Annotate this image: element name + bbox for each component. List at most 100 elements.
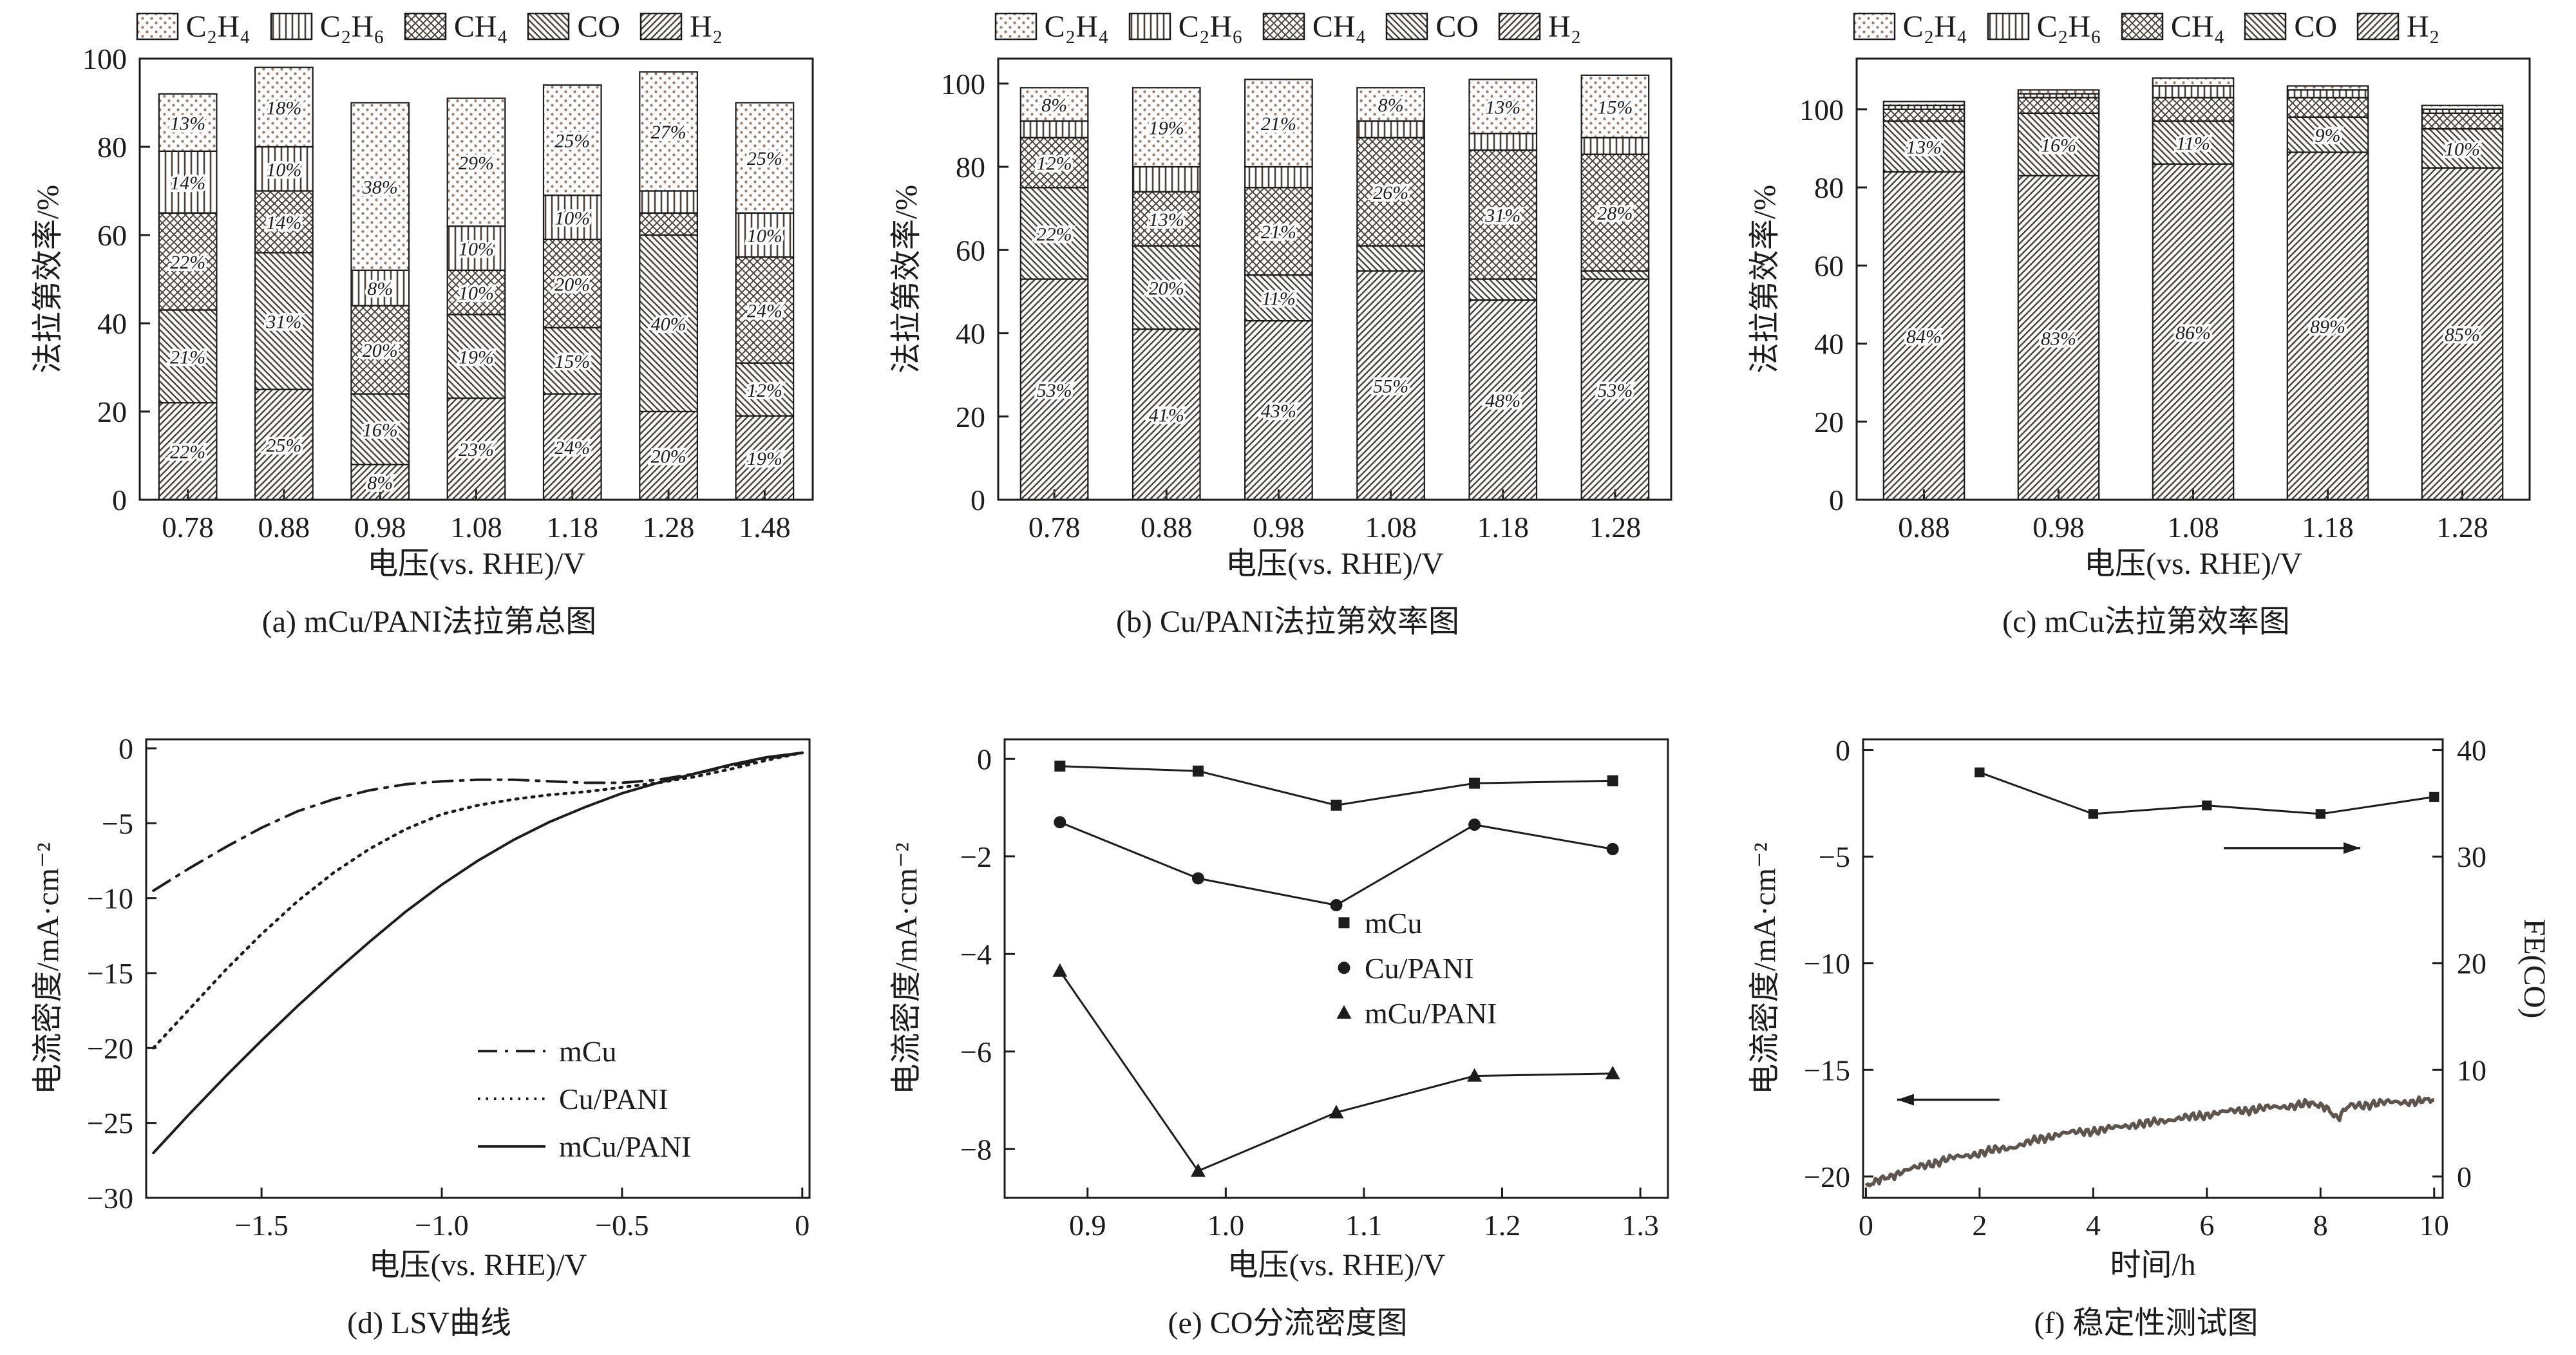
- svg-text:−10: −10: [1804, 947, 1850, 980]
- svg-text:8%: 8%: [1041, 95, 1067, 116]
- bar-segment-CH4: [1019, 137, 1088, 189]
- svg-text:41%: 41%: [1148, 405, 1184, 426]
- svg-text:20: 20: [2457, 947, 2486, 980]
- bar-segment-CO: [2152, 120, 2234, 165]
- bar-segment-H2: [1468, 299, 1537, 501]
- legend-item-H2: H₂: [2356, 9, 2439, 44]
- bar-segment-CO: [1468, 278, 1537, 301]
- panel-a: C₂H₄ C₂H₆ CH₄ CO H₂ 0 20 40 60 80 100 0.78 0.88 0.98…: [0, 0, 858, 678]
- svg-text:−1.5: −1.5: [234, 1209, 288, 1242]
- bar-series-CH4: 22% 14% 20% 10% 20% 24%: [158, 190, 794, 395]
- bar-segment-C2H4: [158, 93, 218, 152]
- svg-text:100: 100: [941, 68, 985, 100]
- bar-segment-C2H4: [1356, 87, 1425, 122]
- svg-text:0: 0: [1829, 484, 1844, 516]
- svg-text:0.88: 0.88: [258, 511, 310, 544]
- bar-segment-H2: [1882, 171, 1965, 501]
- bar-segment-CO: [1019, 187, 1088, 280]
- plot-frame: [997, 57, 1672, 501]
- legend-label-CH4: CH₄: [2170, 9, 2225, 44]
- bar-segment-H2: [350, 464, 410, 501]
- bar-segment-C2H6: [1244, 166, 1313, 189]
- bar-segment-C2H4: [638, 71, 698, 192]
- cross-hatch-swatch-icon: [2121, 12, 2164, 41]
- bar-segment-C2H4: [542, 84, 602, 196]
- bar-segment-H2: [2152, 163, 2234, 501]
- bar-segment-CO: [734, 362, 794, 417]
- legend-item-C2H6: C₂H₆: [270, 9, 384, 44]
- legend-item-H2: H₂: [639, 9, 723, 44]
- bar-segment-C2H6: [734, 212, 794, 258]
- bar-segment-H2: [638, 410, 698, 501]
- bar-segment-H2: [158, 402, 218, 501]
- dots-hatch-swatch-icon: [136, 12, 178, 41]
- vert-hatch-swatch-icon: [1128, 12, 1171, 41]
- svg-text:2: 2: [1972, 1209, 1987, 1242]
- bar-segment-C2H4: [350, 102, 410, 271]
- plot-frame: [1862, 738, 2443, 1199]
- svg-text:−10: −10: [87, 882, 133, 915]
- bar-segment-CH4: [1882, 108, 1965, 122]
- svg-text:25%: 25%: [746, 148, 782, 169]
- svg-text:0: 0: [1835, 734, 1850, 767]
- svg-text:0: 0: [795, 1209, 810, 1242]
- series-mCu: [1054, 761, 1618, 811]
- svg-text:1.2: 1.2: [1483, 1209, 1520, 1242]
- fwd-hatch-swatch-icon: [639, 12, 683, 41]
- svg-text:10%: 10%: [2445, 138, 2480, 160]
- svg-text:−1.0: −1.0: [415, 1209, 468, 1242]
- bar-segment-CH4: [254, 190, 314, 254]
- svg-text:0: 0: [118, 732, 133, 765]
- bar-segment-CO: [254, 252, 314, 390]
- svg-text:mCu/PANI: mCu/PANI: [1365, 997, 1497, 1030]
- legend-label-H2: H₂: [690, 9, 723, 44]
- svg-text:1.08: 1.08: [2167, 511, 2219, 544]
- svg-text:20%: 20%: [554, 274, 590, 295]
- svg-text:1.28: 1.28: [2436, 511, 2488, 544]
- svg-text:38%: 38%: [361, 177, 397, 198]
- svg-text:1.48: 1.48: [739, 511, 791, 544]
- back-hatch-swatch-icon: [2244, 12, 2287, 41]
- series-mCu-PANI: [1052, 963, 1620, 1177]
- svg-text:−15: −15: [1804, 1054, 1850, 1086]
- bar-segment-CH4: [446, 269, 506, 316]
- chart-e: 0 −2 −4 −6 −8 0.9 1.0 1.1 1.2 1.3 电压(vs. RHE)/V 电流密…: [889, 738, 1669, 1282]
- legend-label-C2H4: C₂H₄: [1902, 9, 1967, 44]
- bar-segment-H2: [2421, 167, 2503, 501]
- bar-segment-C2H6: [638, 190, 698, 214]
- svg-text:法拉第效率/%: 法拉第效率/%: [889, 185, 923, 374]
- svg-text:30: 30: [2457, 840, 2486, 873]
- bar-segment-C2H6: [1132, 166, 1201, 193]
- svg-text:0.88: 0.88: [1141, 511, 1193, 544]
- bar-segment-CO: [542, 327, 602, 395]
- fwd-hatch-swatch-icon: [2356, 12, 2400, 41]
- svg-text:40: 40: [956, 317, 985, 350]
- svg-text:29%: 29%: [459, 153, 494, 174]
- svg-text:22%: 22%: [170, 252, 205, 273]
- svg-text:0.9: 0.9: [1069, 1209, 1106, 1242]
- svg-text:24%: 24%: [554, 437, 590, 459]
- bar-segment-CH4: [734, 256, 794, 364]
- dots-hatch-swatch-icon: [1853, 12, 1895, 41]
- caption-a: (a) mCu/PANI法拉第总图: [261, 605, 597, 639]
- svg-text:−20: −20: [87, 1032, 133, 1065]
- chart-a: 0 20 40 60 80 100 0.78 0.88 0.98 1.08 1.18 1.28 1.48…: [31, 49, 813, 581]
- bar-series-C2H4: 13% 18% 38% 29% 25% 27% 25%: [158, 66, 794, 271]
- bar-segment-CO: [2017, 112, 2099, 176]
- gas-legend-c: C₂H₄ C₂H₆ CH₄ CO H₂: [1853, 5, 2439, 48]
- bar-segment-C2H4: [2152, 77, 2234, 87]
- bar-segment-H2: [2017, 175, 2099, 501]
- svg-text:−15: −15: [87, 957, 133, 990]
- legend-label-C2H4: C₂H₄: [1044, 9, 1109, 44]
- bar-series-CH4: 12% 13% 21% 26% 31% 28%: [1019, 137, 1649, 280]
- legend-label-C2H6: C₂H₆: [1178, 9, 1243, 44]
- svg-text:−30: −30: [87, 1182, 133, 1215]
- svg-text:0: 0: [112, 484, 127, 516]
- bar-segment-C2H6: [350, 269, 410, 307]
- svg-text:10%: 10%: [266, 159, 301, 180]
- bar-segment-C2H6: [158, 150, 218, 214]
- back-hatch-swatch-icon: [527, 12, 570, 41]
- svg-text:0: 0: [971, 484, 985, 516]
- svg-text:电压(vs. RHE)/V: 电压(vs. RHE)/V: [2084, 547, 2302, 581]
- series-FE-CO: [1974, 767, 2439, 819]
